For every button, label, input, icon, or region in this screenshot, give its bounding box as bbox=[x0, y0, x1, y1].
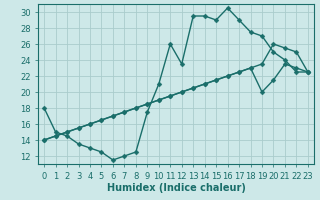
X-axis label: Humidex (Indice chaleur): Humidex (Indice chaleur) bbox=[107, 183, 245, 193]
